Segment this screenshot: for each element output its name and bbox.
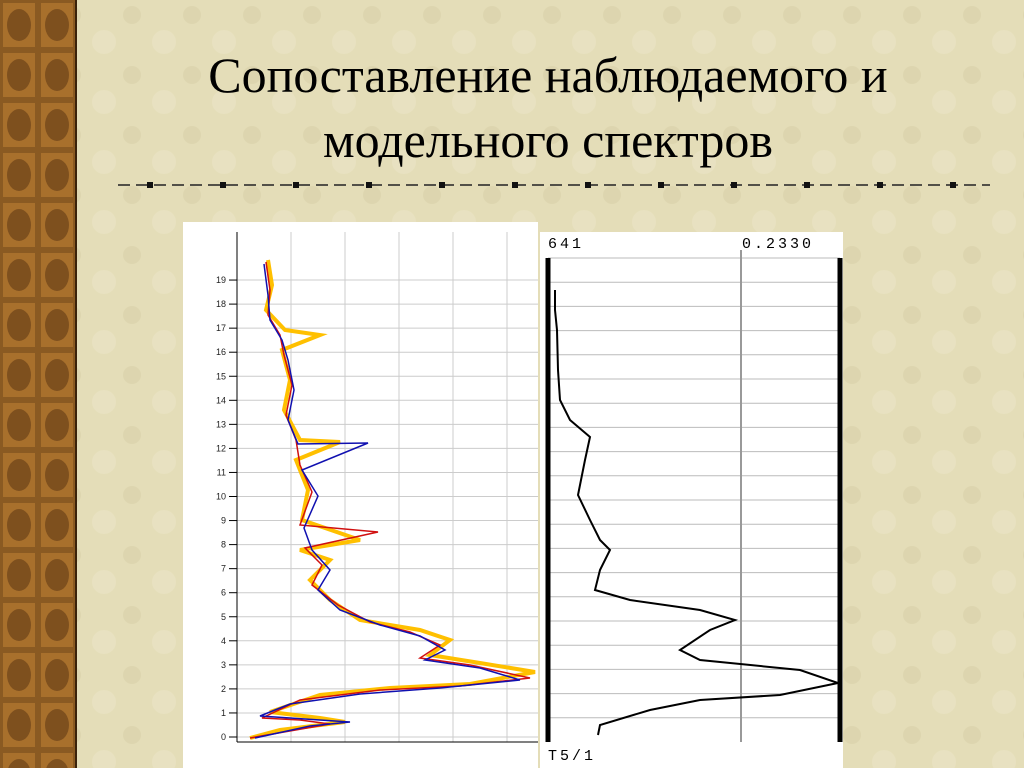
tick-label: 1 <box>221 708 226 718</box>
label: 641 <box>548 236 584 253</box>
tick-label: 2 <box>221 684 226 694</box>
right-plot: 641 0.2330 T5/1 <box>540 232 843 768</box>
dot <box>439 182 445 188</box>
model-trace <box>554 290 842 736</box>
title-line: Сопоставление наблюдаемого и <box>208 47 887 103</box>
dot <box>366 182 372 188</box>
dot <box>585 182 591 188</box>
left-plot <box>183 222 538 768</box>
tick-label: 15 <box>216 371 226 381</box>
label: T5/1 <box>548 748 596 765</box>
plot-bg <box>183 222 538 768</box>
tick-label: 5 <box>221 612 226 622</box>
side-strip <box>0 0 76 768</box>
label: 0.2330 <box>742 236 814 253</box>
title-line: модельного спектров <box>323 112 773 168</box>
tick-label: 17 <box>216 323 226 333</box>
dot <box>877 182 883 188</box>
tick-label: 12 <box>216 443 226 453</box>
dot <box>293 182 299 188</box>
tick-label: 8 <box>221 540 226 550</box>
tick-label: 0 <box>221 732 226 742</box>
tick-label: 4 <box>221 636 226 646</box>
tick-label: 3 <box>221 660 226 670</box>
tick-label: 18 <box>216 299 226 309</box>
dot <box>731 182 737 188</box>
dot <box>220 182 226 188</box>
dot <box>512 182 518 188</box>
dot <box>147 182 153 188</box>
dot <box>658 182 664 188</box>
tick-label: 10 <box>216 492 226 502</box>
tick-label: 19 <box>216 275 226 285</box>
spectrum-trace <box>249 261 531 739</box>
tick-label: 11 <box>217 467 226 477</box>
tick-label: 14 <box>216 395 226 405</box>
tick-label: 6 <box>221 588 226 598</box>
grid <box>229 232 538 742</box>
divider-dots <box>147 182 956 188</box>
tick-label: 13 <box>216 419 226 429</box>
dot <box>804 182 810 188</box>
tick-label: 16 <box>216 347 226 357</box>
tick-label: 9 <box>221 516 226 526</box>
spectrum-trace <box>254 263 521 739</box>
dot <box>950 182 956 188</box>
tick-label: 7 <box>221 564 226 574</box>
